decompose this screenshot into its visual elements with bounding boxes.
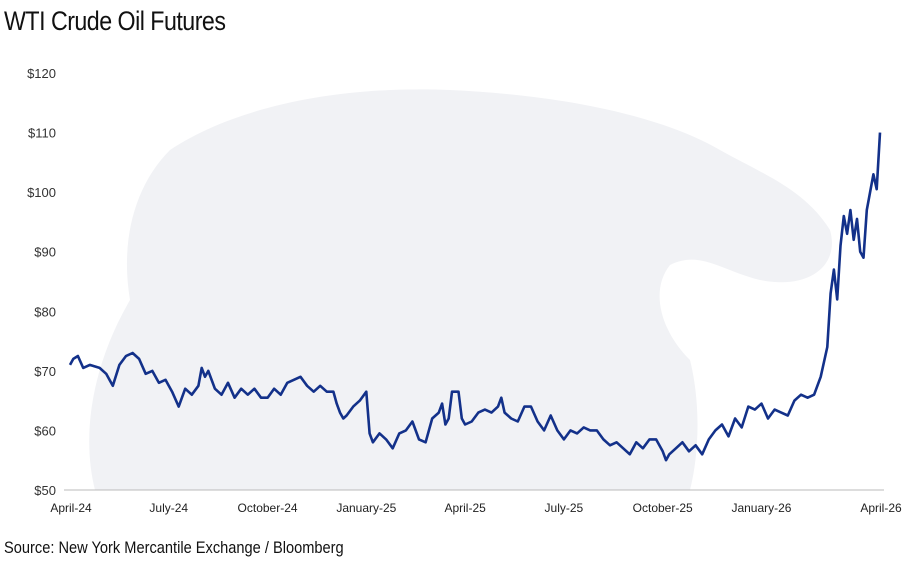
- series-layer: [68, 132, 882, 462]
- y-tick-label: $110: [28, 126, 56, 141]
- y-axis-ticks: $50 $60 $70 $80 $90 $100 $110 $120: [27, 66, 56, 498]
- source-note: Source: New York Mercantile Exchange / B…: [4, 538, 344, 557]
- x-tick-label: April-26: [860, 501, 902, 515]
- y-tick-label: $90: [34, 245, 56, 260]
- x-tick-label: October-25: [633, 501, 693, 515]
- x-tick-label: April-25: [444, 501, 486, 515]
- x-tick-label: January-25: [336, 501, 396, 515]
- watermark-bison: [89, 89, 832, 490]
- series-line-wti: [68, 132, 882, 462]
- y-tick-label: $80: [34, 304, 56, 319]
- y-tick-label: $100: [27, 185, 56, 200]
- x-tick-label: July-25: [545, 501, 584, 515]
- chart-title: WTI Crude Oil Futures: [4, 6, 226, 36]
- y-tick-label: $120: [27, 66, 56, 81]
- x-tick-label: July-24: [149, 501, 188, 515]
- x-tick-label: October-24: [238, 501, 298, 515]
- x-tick-label: January-26: [731, 501, 791, 515]
- x-tick-label: April-24: [50, 501, 92, 515]
- y-tick-label: $50: [34, 483, 56, 498]
- x-axis-ticks: April-24 July-24 October-24 January-25 April…: [50, 501, 902, 515]
- y-tick-label: $60: [34, 423, 56, 438]
- y-tick-label: $70: [34, 364, 56, 379]
